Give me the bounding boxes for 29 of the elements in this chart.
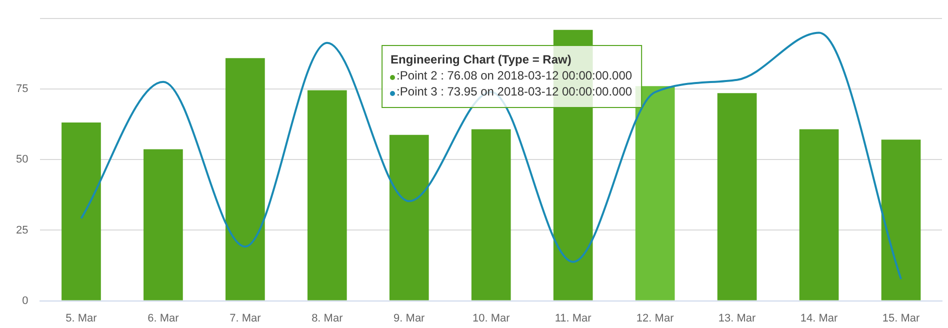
bar xyxy=(881,140,921,300)
bar xyxy=(471,129,511,300)
y-tick-label: 75 xyxy=(16,83,28,96)
x-tick-label: 5. Mar xyxy=(66,312,98,324)
bar xyxy=(144,149,183,300)
bar xyxy=(635,86,675,300)
x-tick-label: 11. Mar xyxy=(554,312,592,324)
annotation: :Point 3 : 73.95 on 2018-03-12 00:00:00.000 xyxy=(396,84,632,98)
line-series xyxy=(80,32,902,280)
bar xyxy=(389,134,429,300)
x-tick-label: 9. Mar xyxy=(394,312,426,324)
x-tick-label: 7. Mar xyxy=(230,312,262,324)
x-tick-label: 6. Mar xyxy=(148,312,180,324)
x-tick-label: 10. Mar xyxy=(472,312,510,324)
x-tick-label: 8. Mar xyxy=(312,312,344,324)
bar xyxy=(226,58,265,300)
bar xyxy=(307,90,347,300)
x-tick-label: 15. Mar xyxy=(882,312,920,324)
bar xyxy=(799,129,839,300)
annotation: :Point 2 : 76.08 on 2018-03-12 00:00:00.000 xyxy=(396,68,632,82)
annotation: Engineering Chart (Type = Raw) xyxy=(390,52,572,66)
bar xyxy=(717,93,757,300)
x-tick-label: 12. Mar xyxy=(636,312,674,324)
x-tick-label: 13. Mar xyxy=(718,312,756,324)
x-tick-label: 14. Mar xyxy=(800,312,838,324)
y-tick-label: 0 xyxy=(22,294,28,307)
bar xyxy=(62,122,101,300)
y-tick-label: 50 xyxy=(16,154,28,166)
y-tick-label: 25 xyxy=(16,224,28,236)
